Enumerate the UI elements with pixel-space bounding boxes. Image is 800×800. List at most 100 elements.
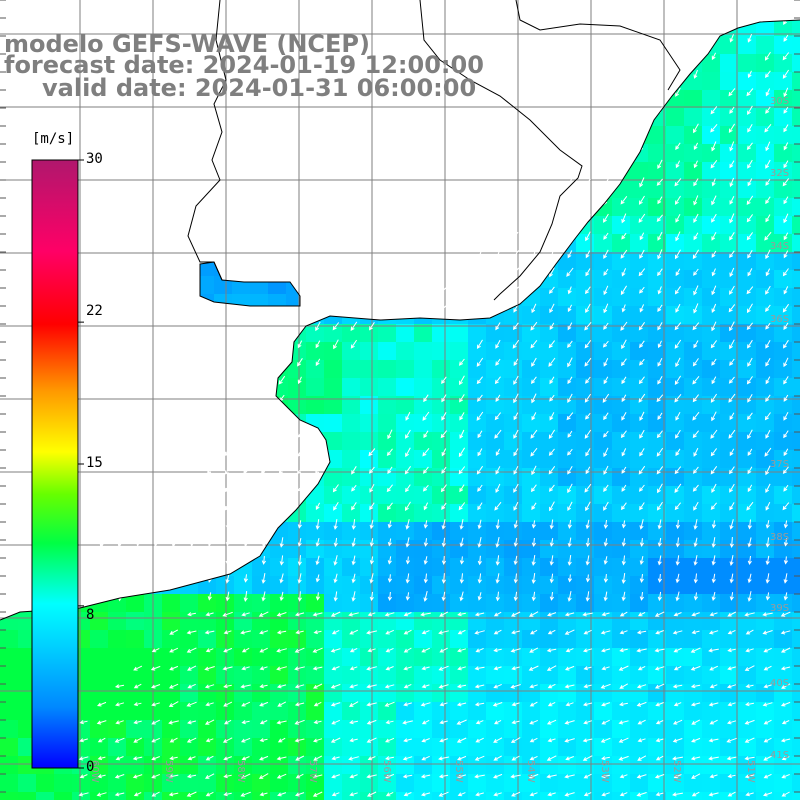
wind-speed-cell [594,774,613,793]
wind-arrow [495,591,500,602]
wind-speed-cell [558,666,577,685]
wind-speed-cell [684,180,703,199]
wind-speed-cell [738,270,757,289]
wind-speed-cell [396,558,415,577]
wind-speed-cell [342,720,361,739]
wind-speed-cell [108,720,127,739]
wind-speed-cell [594,234,613,253]
wind-arrow [494,429,502,439]
wind-arrow [276,773,287,779]
wind-arrow [331,756,340,761]
wind-arrow [547,612,557,617]
wind-speed-cell [594,396,613,415]
wind-arrow [549,249,555,260]
wind-arrow [531,591,536,602]
wind-arrow [603,376,609,385]
wind-arrow [403,612,412,617]
wind-arrow [207,519,212,530]
wind-arrow [441,376,447,385]
wind-arrow [512,322,519,331]
wind-arrow [114,792,125,797]
wind-speed-cell [360,612,379,631]
wind-arrow [349,720,359,725]
wind-speed-cell [684,774,703,793]
wind-speed-cell [252,648,271,667]
wind-arrow [349,647,358,653]
wind-speed-cell [360,522,379,541]
wind-arrow [565,756,574,761]
wind-speed-cell [522,486,541,505]
wind-arrow [97,701,107,707]
wind-arrow [530,447,538,457]
wind-arrow [585,591,590,602]
wind-arrow [439,702,448,707]
wind-arrow [584,214,591,223]
wind-arrow [672,684,683,689]
wind-speed-cell [774,378,793,397]
wind-speed-cell [432,648,451,667]
wind-speed-cell [684,450,703,469]
wind-speed-cell [216,702,235,721]
wind-arrow [585,250,591,259]
wind-arrow [746,214,754,223]
wind-speed-cell [612,396,631,415]
wind-speed-cell [630,540,649,559]
wind-arrow [204,719,215,725]
wind-speed-cell [342,576,361,595]
wind-speed-cell [450,774,469,793]
wind-speed-cell [792,270,800,289]
wind-arrow [729,106,735,114]
wind-arrow [674,322,682,331]
wind-speed-cell [504,522,523,541]
wind-arrow [438,774,449,779]
wind-arrow [638,268,646,277]
wind-speed-cell [684,342,703,361]
wind-arrow [531,393,537,404]
wind-arrow [600,683,611,689]
wind-arrow [441,537,446,548]
wind-arrow [528,611,539,617]
wind-arrow [276,666,287,671]
wind-speed-cell [684,684,703,703]
wind-arrow [565,702,574,707]
wind-speed-cell [774,396,793,415]
wind-arrow [765,592,770,601]
wind-arrow [315,340,321,349]
wind-arrow [223,719,232,725]
wind-arrow [494,501,502,511]
wind-arrow [711,178,716,187]
wind-speed-cell [774,360,793,379]
wind-arrow [567,430,573,438]
wind-arrow [747,484,753,493]
wind-speed-cell [576,702,595,721]
wind-arrow [582,755,593,761]
wind-speed-cell [108,612,127,631]
wind-arrow [691,773,701,779]
wind-speed-cell [738,666,757,685]
wind-speed-cell [738,594,757,613]
wind-arrow [439,720,448,725]
wind-arrow [765,394,771,403]
wind-speed-cell [396,378,415,397]
wind-arrow [585,412,591,420]
wind-speed-cell [252,684,271,703]
wind-arrow [729,502,735,511]
wind-speed-cell [576,612,595,631]
wind-speed-cell [324,414,343,433]
wind-arrow [459,394,465,403]
wind-arrow [458,502,466,511]
wind-speed-cell [396,612,415,631]
wind-speed-cell [90,612,109,631]
wind-speed-cell [738,684,757,703]
wind-speed-cell [378,468,397,487]
wind-speed-cell [252,666,271,685]
wind-speed-cell [180,702,199,721]
wind-speed-cell [486,558,505,577]
wind-speed-cell [648,432,667,451]
wind-speed-cell [576,288,595,307]
wind-speed-cell [774,720,793,739]
wind-speed-cell [216,792,235,800]
wind-arrow [474,612,485,617]
wind-speed-cell [126,774,145,793]
wind-speed-cell [522,378,541,397]
